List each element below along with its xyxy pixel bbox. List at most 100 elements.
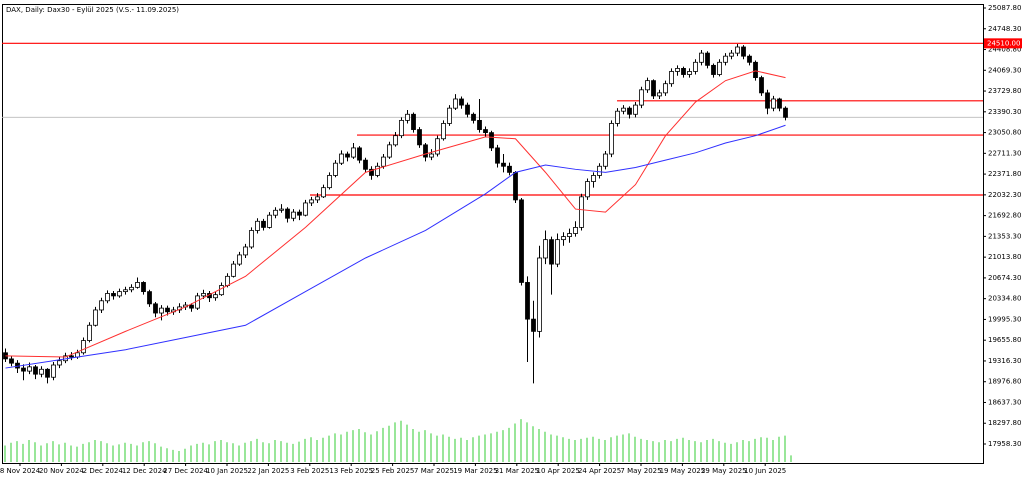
candle-body: [141, 282, 146, 293]
y-tick-label: 21013.80: [988, 253, 1021, 261]
candle-body: [135, 282, 140, 288]
candle-body: [651, 80, 656, 97]
candle-body: [531, 318, 536, 332]
candle-body: [249, 230, 254, 248]
candle-body: [675, 68, 680, 72]
candle-body: [129, 286, 134, 291]
candle-body: [405, 113, 410, 121]
x-tick-label: 3 Feb 2025: [290, 467, 329, 475]
candle-body: [711, 64, 716, 75]
x-tick-label: 12 Dec 2024: [122, 467, 167, 475]
y-tick-label: 21353.30: [988, 232, 1021, 240]
candle-body: [33, 366, 38, 375]
candle-body: [333, 162, 338, 176]
candle-body: [309, 199, 314, 204]
candle-body: [351, 147, 356, 158]
candle-body: [639, 89, 644, 106]
x-tick-label: 10 Jun 2025: [744, 467, 786, 475]
candle-body: [609, 123, 614, 155]
candle-body: [99, 300, 104, 311]
y-tick-label: 20674.30: [988, 274, 1021, 282]
y-tick-label: 22711.30: [988, 149, 1021, 157]
candle-body: [441, 123, 446, 140]
candle-body: [93, 309, 98, 326]
candle-body: [525, 282, 530, 320]
candle-body: [459, 98, 464, 106]
candle-body: [771, 98, 776, 109]
candle-body: [81, 340, 86, 354]
candle-body: [549, 239, 554, 265]
candle-body: [411, 113, 416, 130]
candle-body: [147, 291, 152, 305]
candle-body: [357, 147, 362, 161]
candle-body: [543, 239, 548, 259]
candle-body: [231, 263, 236, 277]
candle-body: [345, 153, 350, 158]
candle-body: [423, 144, 428, 158]
candle-body: [483, 129, 488, 134]
candle-body: [273, 209, 278, 216]
x-tick-label: 22 Jan 2025: [247, 467, 289, 475]
candle-body: [471, 113, 476, 121]
candle-body: [519, 199, 524, 283]
candle-body: [339, 153, 344, 164]
candle-body: [615, 110, 620, 124]
y-tick-label: 24748.30: [988, 25, 1021, 33]
y-tick-label: 23390.30: [988, 108, 1021, 116]
x-tick-label: 24 Apr 2025: [578, 467, 621, 475]
y-tick-label: 21692.80: [988, 212, 1021, 220]
candle-body: [369, 168, 374, 176]
candle-body: [159, 307, 164, 314]
candle-body: [621, 107, 626, 112]
candle-body: [573, 227, 578, 234]
candle-body: [447, 107, 452, 124]
y-tick-label: 24408.80: [988, 46, 1021, 54]
candle-body: [585, 181, 590, 198]
candle-body: [747, 55, 752, 63]
candle-body: [285, 208, 290, 219]
candle-body: [381, 156, 386, 167]
candle-body: [387, 144, 392, 158]
x-tick-label: 13 Feb 2025: [329, 467, 373, 475]
plot-frame: [2, 4, 984, 464]
y-tick-label: 23729.80: [988, 87, 1021, 95]
candle-body: [45, 368, 50, 378]
y-tick-label: 19316.30: [988, 357, 1021, 365]
candle-body: [783, 107, 788, 118]
candle-body: [627, 107, 632, 115]
candle-body: [579, 196, 584, 228]
y-tick-label: 18297.80: [988, 419, 1021, 427]
candle-body: [321, 187, 326, 198]
candle-body: [741, 46, 746, 57]
y-tick-label: 22371.80: [988, 170, 1021, 178]
candle-body: [27, 366, 32, 372]
candle-body: [225, 275, 230, 286]
candle-body: [315, 196, 320, 201]
y-tick-label: 23050.80: [988, 129, 1021, 137]
candle-body: [657, 92, 662, 97]
x-tick-label: 7 May 2025: [620, 467, 661, 475]
candle-body: [21, 367, 26, 372]
candle-body: [363, 159, 368, 170]
candle-body: [537, 257, 542, 332]
candle-body: [255, 220, 260, 231]
x-tick-label: 20 Nov 2024: [39, 467, 84, 475]
candle-body: [567, 233, 572, 237]
candle-body: [669, 71, 674, 85]
x-tick-label: 8 Nov 2024: [0, 467, 41, 475]
candle-body: [417, 129, 422, 146]
candle-body: [123, 289, 128, 293]
candle-body: [555, 239, 560, 265]
candle-body: [291, 211, 296, 219]
y-tick-label: 25087.80: [988, 4, 1021, 12]
candle-body: [213, 294, 218, 299]
x-tick-label: 31 Mar 2025: [495, 467, 539, 475]
x-tick-label: 7 Mar 2025: [414, 467, 454, 475]
candle-body: [561, 236, 566, 241]
candle-body: [399, 119, 404, 137]
candle-body: [717, 61, 722, 75]
candle-body: [591, 175, 596, 182]
candle-body: [261, 220, 266, 228]
y-tick-label: 19655.80: [988, 336, 1021, 344]
